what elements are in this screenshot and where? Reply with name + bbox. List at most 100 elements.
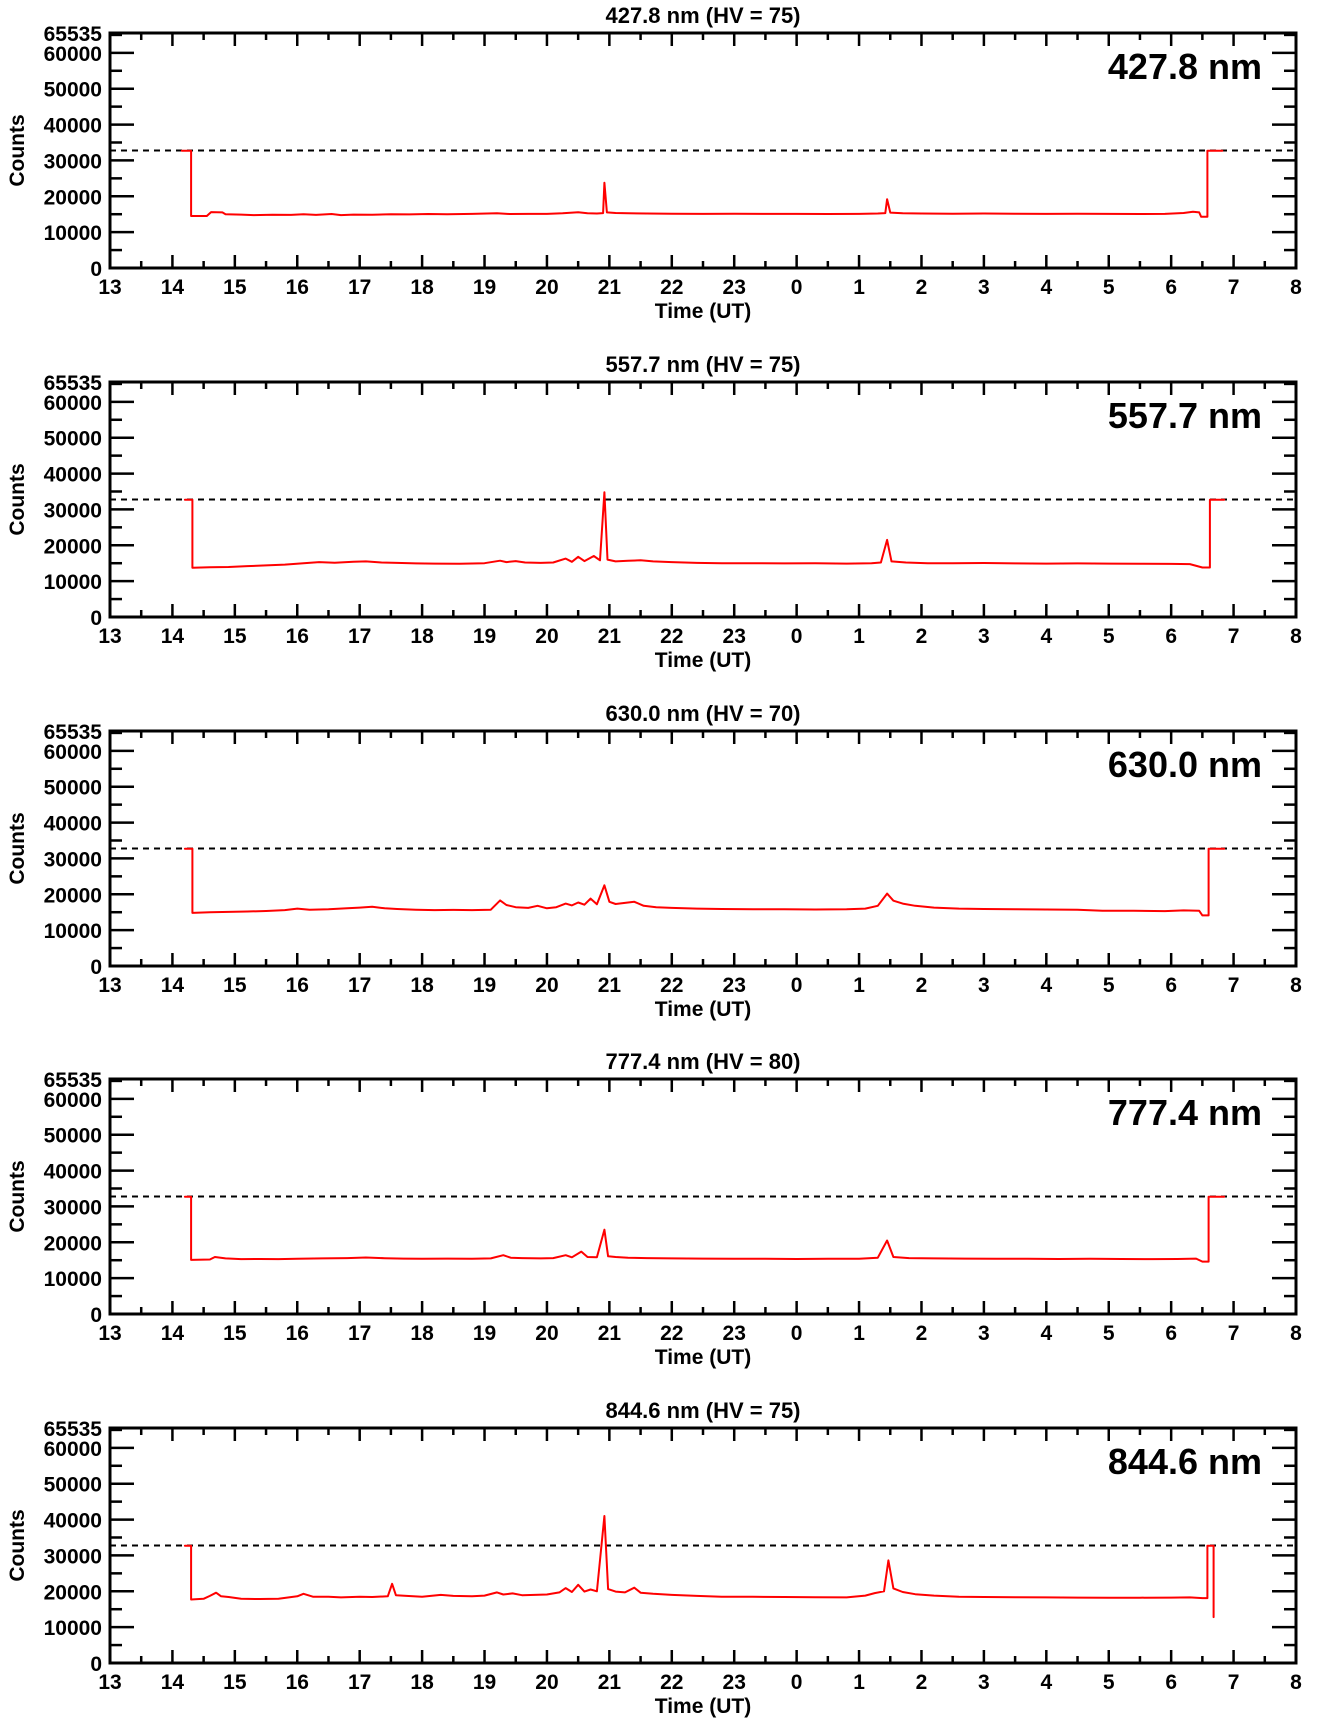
panel-2-x-tick-label: 19 [473, 625, 496, 648]
panel-1-x-tick-label: 17 [348, 276, 371, 299]
panel-1-x-tick-label: 5 [1103, 276, 1115, 299]
panel-4-x-tick-label: 4 [1040, 1322, 1052, 1345]
panel-3-x-tick-label: 5 [1103, 974, 1115, 997]
panel-3-x-tick-label: 15 [223, 974, 247, 997]
panel-2-y-tick-label: 60000 [44, 392, 102, 415]
panel-1-x-tick-label: 0 [791, 276, 803, 299]
panel-1-corner-label: 427.8 nm [1108, 46, 1262, 87]
panel-5-x-tick-label: 19 [473, 1671, 496, 1694]
panel-5-x-tick-label: 13 [98, 1671, 121, 1694]
panel-2-x-tick-label: 16 [286, 625, 309, 648]
panel-1-x-tick-label: 16 [286, 276, 309, 299]
panel-5-x-tick-label: 20 [535, 1671, 558, 1694]
panel-2-x-tick-label: 7 [1228, 625, 1240, 648]
panel-4-title: 777.4 nm (HV = 80) [605, 1049, 800, 1074]
panel-3-ylabel: Counts [6, 812, 29, 884]
panel-1-x-tick-label: 2 [916, 276, 928, 299]
panel-1-title: 427.8 nm (HV = 75) [605, 3, 800, 28]
panel-4-x-tick-label: 8 [1290, 1322, 1302, 1345]
panel-2-y-tick-label: 10000 [44, 571, 102, 594]
panel-2-x-tick-label: 13 [98, 625, 121, 648]
panel-2-y-tick-label: 50000 [44, 428, 102, 451]
panel-2-x-tick-label: 0 [791, 625, 803, 648]
panel-3-title: 630.0 nm (HV = 70) [605, 701, 800, 726]
panel-4-y-tick-label: 0 [90, 1304, 102, 1327]
panel-2-title: 557.7 nm (HV = 75) [605, 352, 800, 377]
panel-2-x-tick-label: 23 [723, 625, 746, 648]
panel-5-x-tick-label: 7 [1228, 1671, 1240, 1694]
panel-3-corner-label: 630.0 nm [1108, 744, 1262, 785]
panel-3-y-tick-label: 40000 [44, 813, 102, 836]
panel-1-x-tick-label: 23 [723, 276, 746, 299]
panel-5-x-tick-label: 1 [853, 1671, 865, 1694]
panel-3-xlabel: Time (UT) [655, 998, 751, 1021]
panel-3-x-tick-label: 8 [1290, 974, 1302, 997]
panel-2-corner-label: 557.7 nm [1108, 395, 1262, 436]
panel-2-x-tick-label: 14 [161, 625, 185, 648]
panel-5-y-tick-label: 10000 [44, 1617, 102, 1640]
panel-3-y-tick-label: 20000 [44, 884, 102, 907]
panel-3-x-tick-label: 23 [723, 974, 746, 997]
panel-4-x-tick-label: 0 [791, 1322, 803, 1345]
panel-4-x-tick-label: 13 [98, 1322, 121, 1345]
panel-5-x-tick-label: 6 [1165, 1671, 1177, 1694]
panel-5-y-tick-label: 0 [90, 1653, 102, 1676]
panel-3-y-tick-label: 50000 [44, 777, 102, 800]
panel-4-x-tick-label: 18 [410, 1322, 434, 1345]
panel-4-xlabel: Time (UT) [655, 1346, 751, 1369]
panel-5-x-tick-label: 16 [286, 1671, 309, 1694]
panel-1-x-tick-label: 8 [1290, 276, 1302, 299]
panel-3-x-tick-label: 4 [1040, 974, 1052, 997]
panel-4-x-tick-label: 19 [473, 1322, 496, 1345]
panel-5-x-tick-label: 5 [1103, 1671, 1115, 1694]
panel-1-y-tick-label: 65535 [44, 23, 103, 46]
panel-2-y-tick-label: 20000 [44, 535, 102, 558]
panel-5-y-tick-label: 50000 [44, 1474, 102, 1497]
panel-1-x-tick-label: 18 [410, 276, 434, 299]
panel-3-x-tick-label: 21 [598, 974, 622, 997]
panel-5-x-tick-label: 22 [660, 1671, 683, 1694]
panel-5-ylabel: Counts [6, 1509, 29, 1581]
panel-3-x-tick-label: 1 [853, 974, 865, 997]
panel-4-x-tick-label: 14 [161, 1322, 185, 1345]
panel-5-x-tick-label: 3 [978, 1671, 990, 1694]
panel-5-x-tick-label: 21 [598, 1671, 622, 1694]
panel-4-corner-label: 777.4 nm [1108, 1092, 1262, 1133]
panel-5-x-tick-label: 17 [348, 1671, 371, 1694]
panel-1-x-tick-label: 21 [598, 276, 622, 299]
panel-5-x-tick-label: 4 [1040, 1671, 1052, 1694]
panel-1-x-tick-label: 1 [853, 276, 865, 299]
panel-5-y-tick-label: 40000 [44, 1510, 102, 1533]
panel-2-x-tick-label: 6 [1165, 625, 1177, 648]
panel-2-x-tick-label: 2 [916, 625, 928, 648]
panel-5-x-tick-label: 0 [791, 1671, 803, 1694]
panel-3-y-tick-label: 65535 [44, 721, 103, 744]
panel-3-y-tick-label: 60000 [44, 741, 102, 764]
panel-2-x-tick-label: 1 [853, 625, 865, 648]
panel-5-y-tick-label: 65535 [44, 1418, 103, 1441]
panel-4-x-tick-label: 21 [598, 1322, 622, 1345]
panel-4-x-tick-label: 2 [916, 1322, 928, 1345]
panel-1-y-tick-label: 50000 [44, 79, 102, 102]
panel-2-y-tick-label: 30000 [44, 499, 102, 522]
panel-3-counts-trace [183, 847, 1226, 917]
panel-1-x-tick-label: 14 [161, 276, 185, 299]
panel-2-x-tick-label: 4 [1040, 625, 1052, 648]
panel-5-xlabel: Time (UT) [655, 1695, 751, 1718]
panel-1-x-tick-label: 22 [660, 276, 683, 299]
panel-5-y-tick-label: 60000 [44, 1438, 102, 1461]
panel-1-x-tick-label: 4 [1040, 276, 1052, 299]
panel-2-x-tick-label: 8 [1290, 625, 1302, 648]
panel-5-x-tick-label: 23 [723, 1671, 746, 1694]
panel-1-xlabel: Time (UT) [655, 300, 751, 323]
panel-5-corner-label: 844.6 nm [1108, 1441, 1262, 1482]
panel-2-y-tick-label: 0 [90, 607, 102, 630]
panel-5-x-tick-label: 8 [1290, 1671, 1302, 1694]
panel-2-x-tick-label: 17 [348, 625, 371, 648]
panel-4-x-tick-label: 20 [535, 1322, 558, 1345]
panel-2-counts-trace [183, 491, 1226, 569]
panel-4-y-tick-label: 30000 [44, 1196, 102, 1219]
panel-1-x-tick-label: 19 [473, 276, 496, 299]
